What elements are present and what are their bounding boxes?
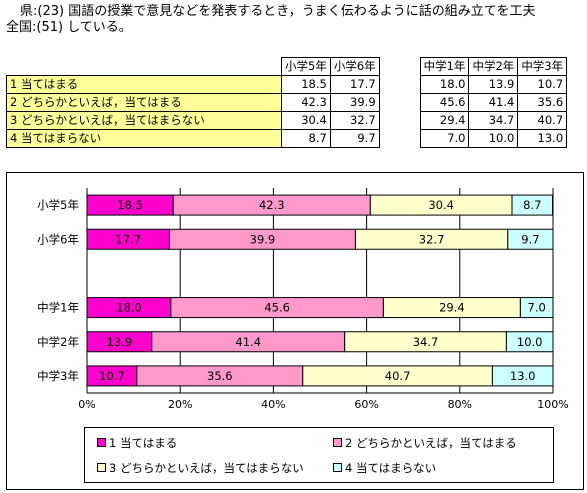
legend-swatch [97,463,106,472]
data-label: 8.7 [523,198,541,212]
row-label: 3 どちらかといえば，当てはまらない [6,111,282,130]
cell: 17.7 [329,75,380,94]
category-label: 小学6年 [37,232,79,246]
legend-label: 2 どちらかといえば，当てはまる [345,436,517,450]
table-row: 2 どちらかといえば，当てはまる 42.3 39.9 45.6 41.4 35.… [6,93,568,112]
category-label: 中学3年 [37,369,79,383]
legend-item: 3 どちらかといえば，当てはまらない [97,460,304,476]
data-label: 42.3 [259,198,285,212]
legend-label: 3 どちらかといえば，当てはまらない [109,461,304,475]
cell: 29.4 [419,111,470,130]
data-label: 13.9 [107,335,133,349]
data-label: 7.0 [528,301,546,315]
cell: 34.7 [468,111,519,130]
table-row: 1 当てはまる 18.5 17.7 18.0 13.9 10.7 [6,75,568,94]
col-header: 中学3年 [517,57,568,76]
col-header: 小学5年 [281,57,331,76]
x-tick-label: 100% [537,398,568,411]
bar-segment [507,228,554,250]
cell: 39.9 [329,93,380,112]
data-label: 41.4 [235,335,261,349]
data-label: 9.7 [521,232,539,246]
row-label: 2 どちらかといえば，当てはまる [6,93,282,112]
cell: 13.0 [517,129,568,148]
question-line-1: 県:(23) 国語の授業で意見などを発表するとき，うまく伝わるように話の組み立て… [20,4,536,19]
x-tick-label: 60% [354,398,378,411]
data-label: 17.7 [115,232,141,246]
data-label: 30.4 [428,198,454,212]
chart-frame [6,172,584,490]
legend-swatch [333,438,342,447]
cell: 30.4 [281,111,331,130]
data-label: 29.4 [439,301,465,315]
x-tick-label: 40% [261,398,285,411]
x-tick-label: 20% [168,398,192,411]
row-label: 4 当てはまらない [6,129,282,148]
table-row: 3 どちらかといえば，当てはまらない 30.4 32.7 29.4 34.7 4… [6,111,568,130]
data-label: 45.6 [264,301,290,315]
cell: 35.6 [517,93,568,112]
question-text: 県:(23) 国語の授業で意見などを発表するとき，うまく伝わるように話の組み立て… [6,4,584,36]
category-label: 中学2年 [37,335,79,349]
data-label: 13.0 [510,369,536,383]
legend-swatch [97,438,106,447]
bar-segment [491,365,554,387]
cell: 18.0 [419,75,470,94]
data-label: 40.7 [385,369,411,383]
legend-label: 1 当てはまる [109,436,178,450]
x-tick-label: 80% [448,398,472,411]
legend-item: 2 どちらかといえば，当てはまる [333,435,517,451]
cell: 18.5 [281,75,331,94]
bar-segment [519,297,554,319]
data-label: 34.7 [413,335,439,349]
category-label: 中学1年 [37,301,79,315]
category-label: 小学5年 [37,198,79,212]
cell: 8.7 [281,129,331,148]
results-table: 小学5年 小学6年 中学1年 中学2年 中学3年 1 当てはまる 18.5 17… [6,57,568,148]
cell: 9.7 [329,129,380,148]
legend-item: 4 当てはまらない [333,460,436,476]
cell: 10.0 [468,129,519,148]
legend-item: 1 当てはまる [97,435,177,451]
data-label: 10.7 [99,369,125,383]
legend-label: 4 当てはまらない [345,461,437,475]
bar-segment [505,331,554,353]
data-label: 35.6 [207,369,233,383]
bar-segment [511,194,554,216]
data-label: 10.0 [517,335,543,349]
row-label: 1 当てはまる [6,75,282,94]
question-line-2: 全国:(51) している。 [6,20,132,35]
data-label: 18.0 [116,301,142,315]
legend-swatch [333,463,342,472]
cell: 13.9 [468,75,519,94]
data-label: 39.9 [250,232,276,246]
table-row: 4 当てはまらない 8.7 9.7 7.0 10.0 13.0 [6,129,568,148]
data-label: 18.5 [117,198,143,212]
x-tick-label: 0% [78,398,95,411]
legend: 1 当てはまる 2 どちらかといえば，当てはまる 3 どちらかといえば，当てはま… [84,427,554,483]
data-label: 32.7 [419,232,445,246]
